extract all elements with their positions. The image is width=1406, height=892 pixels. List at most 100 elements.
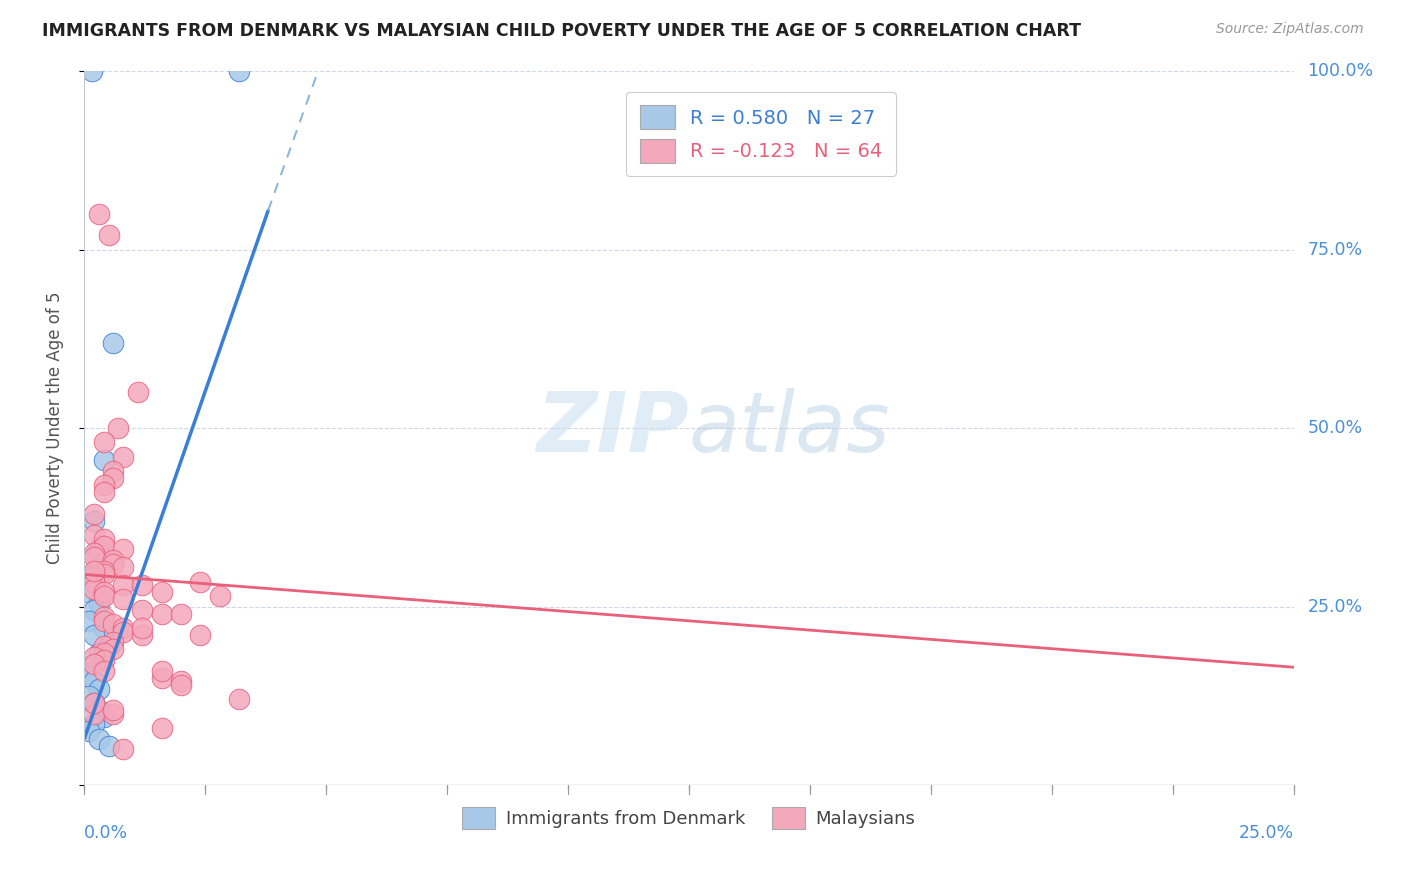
Point: [83, 706, 105, 721]
Point: [93, 653, 115, 667]
Point: [93, 610, 115, 624]
Text: 50.0%: 50.0%: [1308, 419, 1362, 437]
Point: [170, 607, 193, 621]
Point: [103, 706, 125, 721]
Point: [93, 532, 115, 546]
Point: [83, 657, 105, 671]
Point: [77, 689, 100, 703]
Point: [112, 624, 135, 639]
Point: [107, 421, 129, 435]
Point: [112, 742, 135, 756]
Point: [76, 660, 98, 674]
Point: [150, 671, 173, 685]
Text: Source: ZipAtlas.com: Source: ZipAtlas.com: [1216, 22, 1364, 37]
Point: [83, 696, 105, 710]
Text: atlas: atlas: [689, 388, 890, 468]
Point: [83, 674, 105, 689]
Point: [131, 603, 153, 617]
Point: [93, 585, 115, 599]
Point: [93, 646, 115, 660]
Point: [190, 628, 212, 642]
Point: [150, 607, 173, 621]
Text: 0.0%: 0.0%: [84, 824, 128, 842]
Point: [83, 514, 105, 528]
Point: [83, 546, 105, 560]
Point: [150, 721, 173, 735]
Legend: Immigrants from Denmark, Malaysians: Immigrants from Denmark, Malaysians: [451, 797, 927, 840]
Point: [103, 642, 125, 657]
Point: [80, 64, 103, 78]
Point: [87, 542, 110, 557]
Point: [150, 585, 173, 599]
Point: [83, 649, 105, 664]
Point: [170, 678, 193, 692]
Point: [83, 582, 105, 596]
Text: 100.0%: 100.0%: [1308, 62, 1374, 80]
Point: [103, 635, 125, 649]
Point: [83, 574, 105, 589]
Point: [83, 564, 105, 578]
Point: [150, 664, 173, 678]
Point: [97, 639, 120, 653]
Point: [112, 578, 135, 592]
Point: [103, 703, 125, 717]
Point: [170, 674, 193, 689]
Point: [112, 560, 135, 574]
Point: [93, 564, 115, 578]
Point: [83, 567, 105, 582]
Point: [87, 681, 110, 696]
Point: [93, 485, 115, 500]
Point: [83, 549, 105, 564]
Text: 25.0%: 25.0%: [1239, 824, 1294, 842]
Point: [208, 589, 231, 603]
Point: [83, 507, 105, 521]
Point: [77, 614, 100, 628]
Point: [103, 335, 125, 350]
Point: [93, 664, 115, 678]
Text: ZIP: ZIP: [536, 388, 689, 468]
Point: [87, 207, 110, 221]
Point: [103, 617, 125, 632]
Point: [112, 592, 135, 607]
Point: [77, 724, 100, 739]
Point: [83, 571, 105, 585]
Point: [87, 596, 110, 610]
Y-axis label: Child Poverty Under the Age of 5: Child Poverty Under the Age of 5: [45, 292, 63, 565]
Point: [127, 385, 149, 400]
Point: [190, 574, 212, 589]
Point: [87, 646, 110, 660]
Text: IMMIGRANTS FROM DENMARK VS MALAYSIAN CHILD POVERTY UNDER THE AGE OF 5 CORRELATIO: IMMIGRANTS FROM DENMARK VS MALAYSIAN CHI…: [42, 22, 1081, 40]
Point: [87, 731, 110, 746]
Point: [93, 614, 115, 628]
Point: [131, 628, 153, 642]
Point: [77, 585, 100, 599]
Point: [93, 478, 115, 492]
Point: [228, 692, 250, 706]
Point: [87, 703, 110, 717]
Point: [103, 553, 125, 567]
Point: [93, 589, 115, 603]
Point: [77, 667, 100, 681]
Point: [93, 567, 115, 582]
Point: [131, 621, 153, 635]
Point: [83, 696, 105, 710]
Text: 75.0%: 75.0%: [1308, 241, 1362, 259]
Point: [97, 228, 120, 243]
Point: [131, 578, 153, 592]
Point: [228, 64, 250, 78]
Point: [83, 528, 105, 542]
Point: [103, 464, 125, 478]
Point: [93, 539, 115, 553]
Point: [83, 717, 105, 731]
Point: [83, 603, 105, 617]
Point: [112, 621, 135, 635]
Point: [93, 435, 115, 450]
Point: [93, 621, 115, 635]
Text: 25.0%: 25.0%: [1308, 598, 1362, 615]
Point: [103, 471, 125, 485]
Point: [93, 710, 115, 724]
Point: [83, 628, 105, 642]
Point: [103, 557, 125, 571]
Point: [97, 739, 120, 753]
Point: [93, 639, 115, 653]
